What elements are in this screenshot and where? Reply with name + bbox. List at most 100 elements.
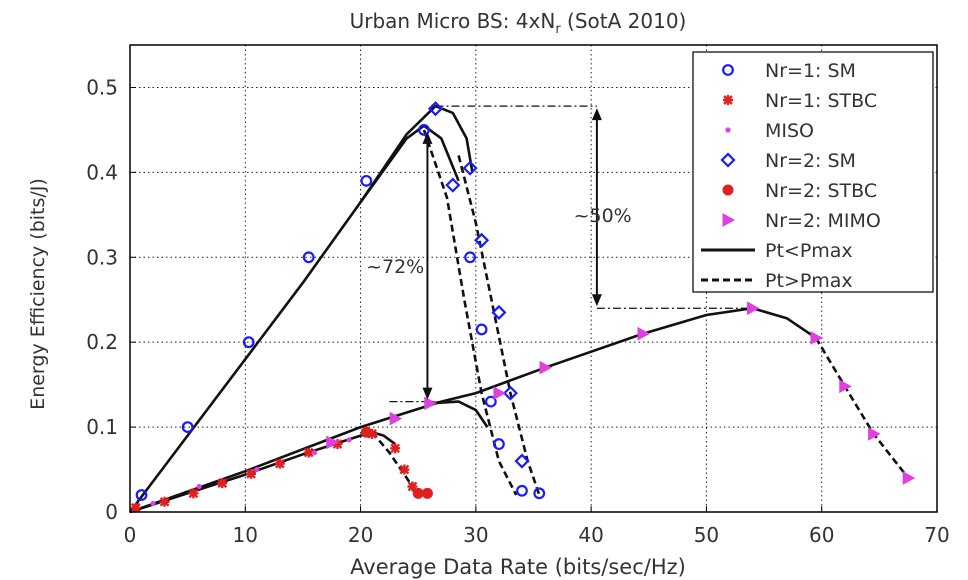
- y-tick-label: 0.5: [86, 75, 118, 99]
- chart-title: Urban Micro BS: 4xNr (SotA 2010): [350, 9, 687, 37]
- x-tick-label: 40: [578, 523, 603, 547]
- point-nr-1-sm: [484, 395, 497, 408]
- point-nr-2-sm: [502, 385, 518, 401]
- curve-solid: [359, 104, 474, 203]
- point-nr-1-sm: [533, 487, 546, 500]
- point-nr-2-mimo: [637, 326, 651, 341]
- x-tick-label: 0: [124, 523, 137, 547]
- point-nr-1-stbc: [303, 447, 314, 458]
- point-nr-2-mimo: [810, 331, 823, 345]
- point-nr-2-mimo: [389, 411, 403, 426]
- point-miso: [346, 437, 352, 443]
- x-tick-label: 70: [924, 523, 949, 547]
- legend-marker: [722, 213, 736, 227]
- legend-label: MISO: [765, 120, 814, 142]
- point-nr-2-mimo: [493, 386, 506, 400]
- legend-label: Nr=2: STBC: [765, 180, 877, 202]
- annotation-arrows: [422, 108, 602, 400]
- point-nr-2-sm: [514, 453, 530, 469]
- annotations: ~72% ~50%: [366, 205, 632, 278]
- point-nr-1-stbc: [217, 478, 228, 489]
- point-nr-1-stbc: [159, 496, 170, 507]
- point-nr-2-mimo: [902, 471, 916, 485]
- legend-label: Nr=2: SM: [765, 150, 856, 172]
- point-nr-2-sm: [474, 232, 490, 248]
- legend-label: Nr=1: STBC: [765, 90, 877, 112]
- legend-marker: [720, 152, 736, 168]
- point-nr-1-sm: [475, 323, 488, 336]
- annotation-label: ~72%: [366, 256, 424, 278]
- curve-solid: [129, 306, 817, 514]
- point-nr-1-sm: [135, 489, 148, 501]
- legend-label: Pt<Pmax: [765, 240, 853, 262]
- arrow-head-up: [591, 108, 602, 121]
- point-miso: [254, 466, 260, 473]
- x-tick-label: 50: [694, 523, 719, 547]
- legend-marker: [722, 64, 734, 76]
- legend-box: [692, 51, 934, 293]
- point-nr-2-mimo: [839, 379, 852, 394]
- y-tick-label: 0.1: [86, 415, 118, 439]
- point-nr-2-mimo: [868, 427, 881, 441]
- point-nr-1-sm: [242, 336, 255, 349]
- point-nr-1-stbc: [399, 464, 410, 475]
- data-markers: [130, 101, 916, 513]
- point-nr-2-sm: [427, 101, 444, 117]
- legend: Nr=1: SM Nr=1: STBC MISO Nr=2: SM Nr=2: STBC…: [692, 51, 934, 293]
- x-tick-label: 10: [233, 523, 258, 547]
- curve-dashed: [422, 129, 518, 496]
- x-tick-label: 20: [348, 523, 373, 547]
- curve-solid: [128, 124, 460, 513]
- point-nr-1-sm: [360, 174, 373, 187]
- curve-solid: [129, 430, 396, 514]
- point-nr-1-sm: [464, 251, 476, 264]
- point-nr-1-sm: [418, 124, 430, 136]
- legend-label: Nr=2: MIMO: [765, 210, 881, 232]
- point-nr-1-sm: [516, 484, 528, 497]
- curve-solid: [429, 400, 489, 428]
- curves: [128, 104, 910, 514]
- legend-marker: [722, 184, 734, 196]
- annotation-label: ~50%: [574, 205, 632, 227]
- point-nr-1-stbc: [274, 458, 285, 469]
- legend-label: Nr=1: SM: [765, 60, 856, 82]
- y-tick-label: 0.4: [86, 160, 118, 184]
- y-axis-label: Energy Efficiency (bits/J): [27, 178, 49, 410]
- point-nr-2-sm: [491, 304, 507, 321]
- y-tick-label: 0: [105, 500, 118, 524]
- point-nr-1-stbc: [188, 488, 199, 499]
- point-nr-2-stbc: [421, 487, 433, 499]
- tick-labels: 0 10 20 30 40 50 60 70 0 0.1 0.2 0.3 0.4 0.5: [86, 75, 950, 547]
- point-nr-1-stbc: [407, 481, 418, 492]
- point-nr-1-sm: [181, 421, 194, 433]
- x-tick-label: 30: [463, 523, 488, 547]
- point-nr-1-sm: [302, 251, 315, 264]
- legend-marker: [725, 127, 731, 133]
- legend-marker: [723, 95, 733, 105]
- point-nr-2-mimo: [326, 435, 339, 450]
- point-nr-2-sm: [445, 177, 461, 193]
- point-nr-1-stbc: [332, 439, 343, 450]
- point-nr-1-stbc: [246, 468, 257, 479]
- point-miso: [196, 483, 202, 490]
- point-nr-2-mimo: [424, 396, 437, 411]
- point-nr-2-stbc: [360, 426, 372, 438]
- point-nr-2-mimo: [539, 360, 553, 375]
- point-nr-1-stbc: [130, 502, 141, 513]
- arrow-head-down: [591, 294, 602, 307]
- point-miso: [311, 449, 318, 456]
- point-nr-2-stbc: [412, 487, 424, 499]
- legend-label: Pt>Pmax: [765, 270, 853, 292]
- curve-dashed: [457, 155, 541, 496]
- x-tick-label: 60: [809, 523, 834, 547]
- point-nr-2-sm: [462, 160, 478, 176]
- arrow-head-up: [422, 131, 433, 144]
- point-nr-1-stbc: [367, 428, 378, 439]
- point-nr-1-sm: [493, 438, 505, 450]
- arrow-head-down: [422, 387, 433, 400]
- curve-dashed: [814, 337, 910, 479]
- point-nr-1-stbc: [390, 443, 401, 454]
- x-axis-label: Average Data Rate (bits/sec/Hz): [350, 555, 686, 579]
- point-miso: [150, 500, 156, 507]
